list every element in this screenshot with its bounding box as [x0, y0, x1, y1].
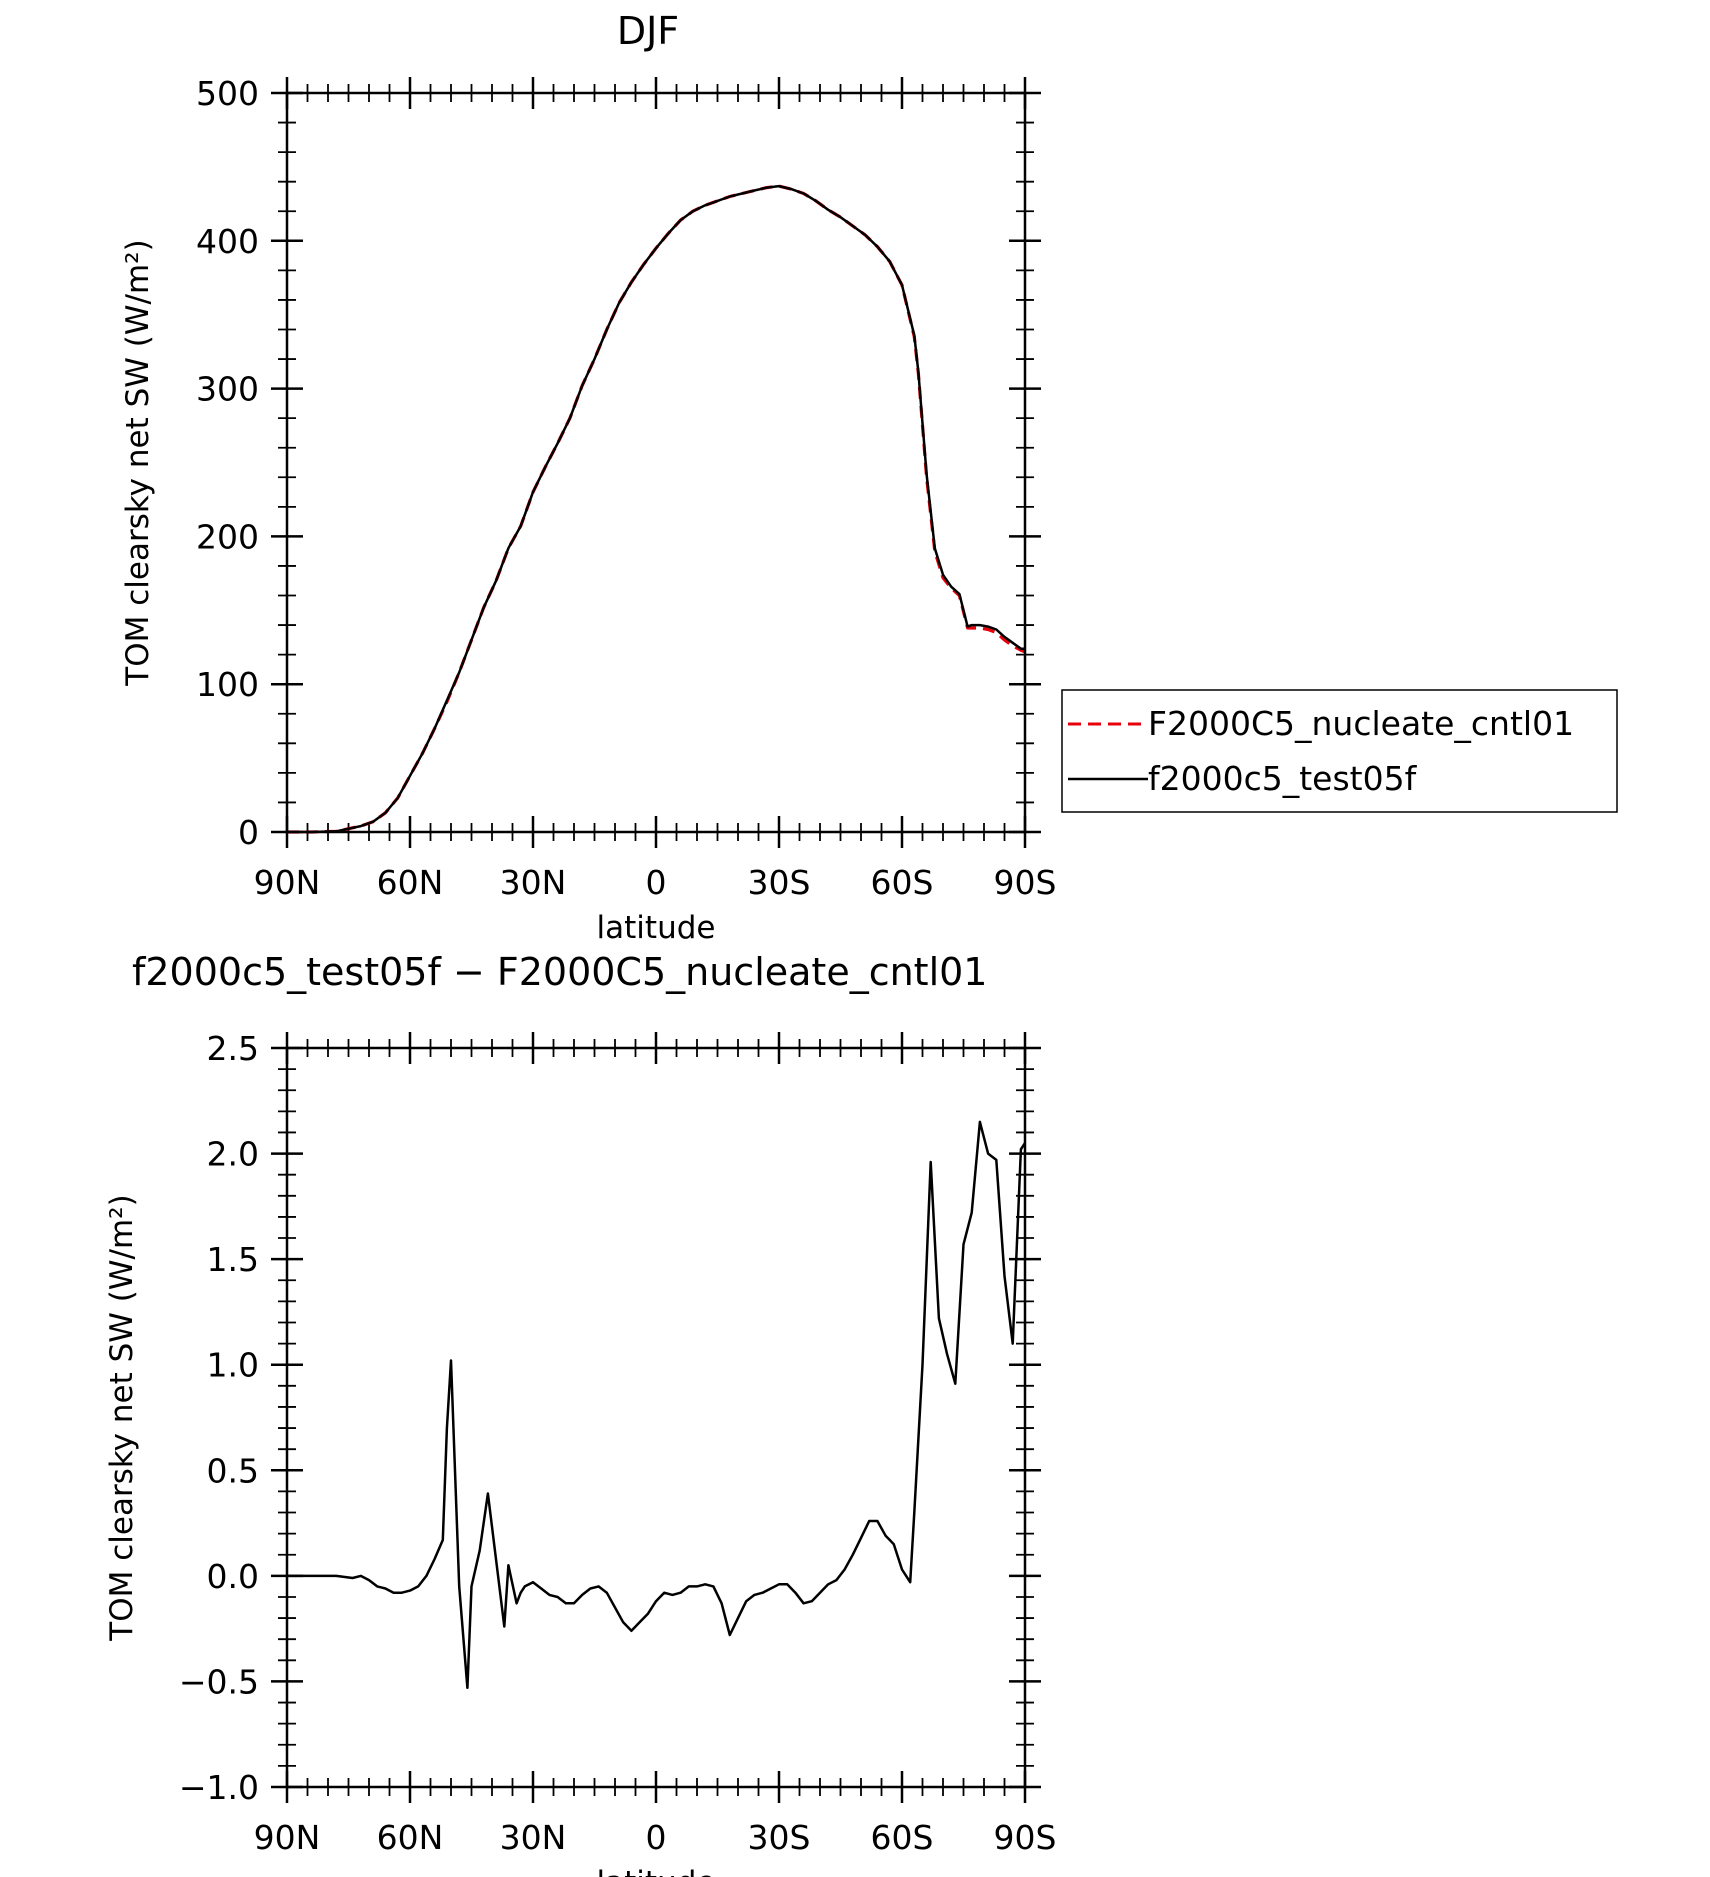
- x-tick-label: 0: [646, 1818, 667, 1857]
- x-tick-label: 30S: [748, 863, 811, 902]
- y-tick-label: 100: [196, 665, 259, 704]
- y-tick-label: 500: [196, 74, 259, 113]
- top-y-axis-label: TOM clearsky net SW (W/m²): [120, 239, 156, 686]
- y-tick-label: 1.0: [207, 1346, 259, 1385]
- x-tick-label: 90S: [994, 1818, 1057, 1857]
- y-tick-label: 2.0: [207, 1135, 259, 1174]
- x-tick-label: 0: [646, 863, 667, 902]
- bottom-x-axis-label: latitude: [597, 1865, 716, 1877]
- x-tick-label: 30N: [500, 1818, 567, 1857]
- top-chart-title: DJF: [617, 9, 679, 53]
- bottom-panel: f2000c5_test05f − F2000C5_nucleate_cntl0…: [104, 950, 1056, 1877]
- series-line-cntl: [287, 184, 1026, 834]
- bottom-chart-title: f2000c5_test05f − F2000C5_nucleate_cntl0…: [132, 950, 987, 994]
- y-tick-label: 200: [196, 517, 259, 556]
- difference-line: [287, 1120, 1027, 1690]
- y-tick-label: 0.5: [207, 1451, 259, 1490]
- x-tick-label: 90S: [994, 863, 1057, 902]
- y-tick-label: 1.5: [207, 1240, 259, 1279]
- y-tick-label: 400: [196, 222, 259, 261]
- x-tick-label: 60N: [377, 1818, 444, 1857]
- legend-label-test: f2000c5_test05f: [1148, 759, 1418, 798]
- x-tick-label: 60S: [871, 863, 934, 902]
- y-tick-label: 0: [238, 813, 259, 852]
- x-tick-label: 30S: [748, 1818, 811, 1857]
- x-tick-label: 60S: [871, 1818, 934, 1857]
- y-tick-label: −0.5: [179, 1662, 259, 1701]
- legend-box: [1061, 689, 1618, 813]
- legend-label-cntl: F2000C5_nucleate_cntl01: [1148, 704, 1574, 743]
- bottom-y-axis-label: TOM clearsky net SW (W/m²): [104, 1194, 140, 1641]
- y-tick-label: 0.0: [207, 1557, 259, 1596]
- x-tick-label: 90N: [254, 863, 321, 902]
- y-tick-label: −1.0: [179, 1768, 259, 1807]
- x-tick-label: 90N: [254, 1818, 321, 1857]
- x-tick-label: 60N: [377, 863, 444, 902]
- bottom-plot-frame: [285, 1046, 1027, 1789]
- legend: F2000C5_nucleate_cntl01 f2000c5_test05f: [1061, 689, 1618, 813]
- series-line-test: [287, 184, 1025, 834]
- top-plot-frame: [285, 91, 1027, 834]
- top-x-axis-label: latitude: [597, 910, 716, 946]
- y-tick-label: 2.5: [207, 1029, 259, 1068]
- x-tick-label: 30N: [500, 863, 567, 902]
- y-tick-label: 300: [196, 370, 259, 409]
- bottom-axis-ticks: [271, 1032, 1041, 1803]
